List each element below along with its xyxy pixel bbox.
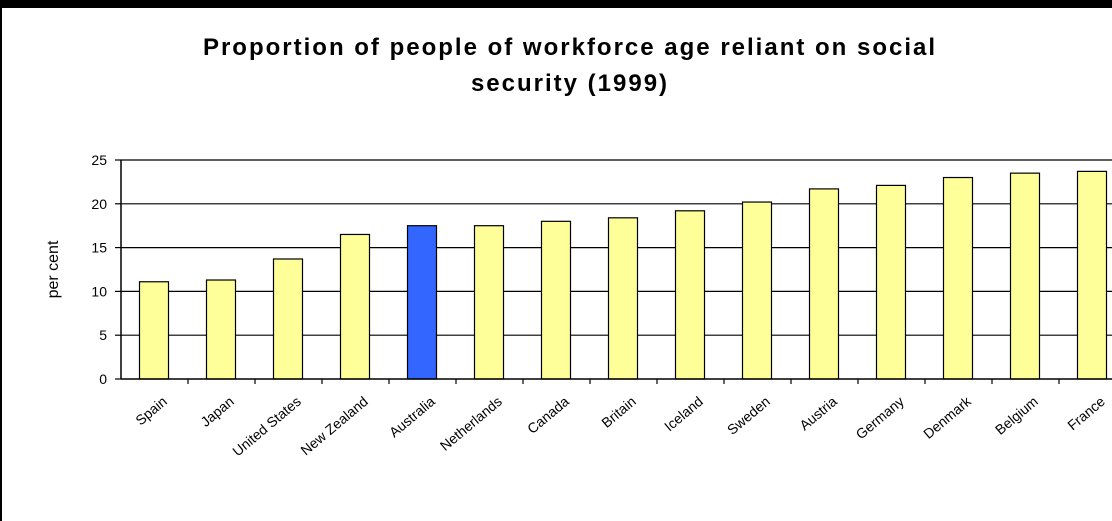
chart-title-line-1: Proportion of people of workforce age re… xyxy=(202,34,938,61)
bar-australia xyxy=(406,225,438,380)
x-tick-label: France xyxy=(1064,393,1108,433)
bar-france xyxy=(1076,170,1108,380)
x-tick-label: Britain xyxy=(598,393,639,431)
y-tick-label: 10 xyxy=(91,283,107,299)
x-tick-label: Germany xyxy=(853,393,907,442)
x-tick-label: Austria xyxy=(796,393,840,433)
y-axis-ticks: 0 5 10 15 20 25 xyxy=(91,152,121,387)
chart-title: Proportion of people of workforce age re… xyxy=(0,30,1112,102)
x-tick-label: Japan xyxy=(197,393,237,430)
x-tick-label: Iceland xyxy=(661,393,706,434)
x-tick-label: United States xyxy=(229,393,304,459)
bar-belgium xyxy=(1009,172,1041,380)
x-tick-label: New Zealand xyxy=(297,393,370,458)
bar-canada xyxy=(540,220,572,380)
x-tick-label: Spain xyxy=(132,393,170,428)
bar-iceland xyxy=(674,210,706,380)
y-tick-label: 25 xyxy=(91,152,107,168)
bar-denmark xyxy=(942,176,974,380)
bar-netherlands xyxy=(473,225,505,380)
bar-japan xyxy=(205,279,237,380)
y-tick-label: 5 xyxy=(99,327,107,343)
x-tick-label: Sweden xyxy=(724,393,773,438)
x-tick-label: Canada xyxy=(524,393,572,437)
bar-sweden xyxy=(741,201,773,380)
y-tick-label: 0 xyxy=(99,371,107,387)
chart-title-line-2: security (1999) xyxy=(470,70,670,97)
x-tick-label: Australia xyxy=(386,393,438,440)
bar-britain xyxy=(607,217,639,380)
bar-new-zealand xyxy=(339,233,371,380)
bar-germany xyxy=(875,184,907,380)
bar-spain xyxy=(138,281,170,380)
y-tick-label: 15 xyxy=(91,240,107,256)
y-axis-label: per cent xyxy=(45,240,62,298)
x-tick-label: Denmark xyxy=(920,392,975,441)
x-tick-label: Netherlands xyxy=(437,393,505,454)
bars xyxy=(138,170,1108,380)
x-tick-label: Belgium xyxy=(992,393,1041,438)
bar-united-states xyxy=(272,258,304,380)
y-tick-label: 20 xyxy=(91,196,107,212)
bar-austria xyxy=(808,188,840,380)
